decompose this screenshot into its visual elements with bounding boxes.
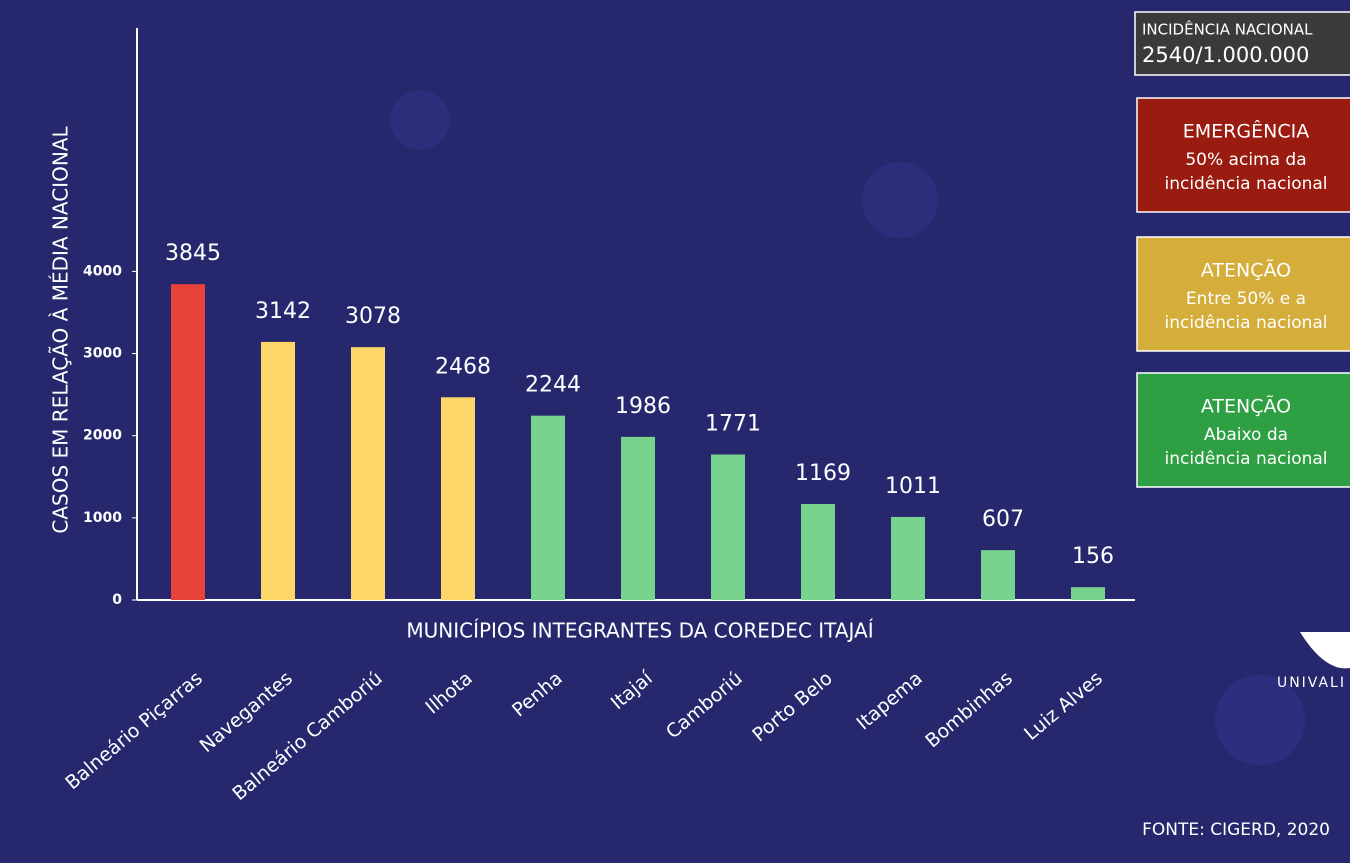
bar: [261, 341, 295, 600]
y-tick-label: 2000: [83, 428, 122, 444]
value-label: 607: [982, 507, 1024, 532]
value-label: 3078: [345, 304, 401, 329]
x-axis-title: MUNICÍPIOS INTEGRANTES DA COREDEC ITAJAÍ: [406, 619, 873, 643]
legend-text: incidência nacional: [1164, 174, 1327, 194]
logo-text: UNIVALI: [1277, 675, 1346, 691]
legend-text: incidência nacional: [1164, 449, 1327, 469]
value-label: 2468: [435, 354, 491, 379]
legend-title: ATENÇÃO: [1201, 259, 1291, 282]
info-value: 2540/1.000.000: [1142, 43, 1309, 67]
y-tick-label: 3000: [83, 346, 122, 362]
bar: [711, 454, 745, 600]
bar: [621, 436, 655, 600]
bar: [981, 550, 1015, 600]
value-label: 156: [1072, 544, 1114, 569]
legend-box: [1136, 236, 1350, 352]
info-label: INCIDÊNCIA NACIONAL: [1142, 20, 1313, 39]
y-axis-title: CASOS EM RELAÇÃO À MÉDIA NACIONAL: [49, 126, 73, 534]
y-tick-label: 4000: [83, 263, 122, 279]
y-tick-label: 1000: [83, 510, 122, 526]
value-label: 3142: [255, 299, 311, 324]
legend-text: incidência nacional: [1164, 313, 1327, 333]
logo: UNIVALI: [1277, 632, 1350, 691]
logo-mark: [1300, 632, 1350, 669]
legend-box: [1136, 97, 1350, 213]
decor: [1215, 675, 1305, 765]
info-box: [1134, 11, 1350, 76]
legend-text: Entre 50% e a: [1186, 289, 1306, 309]
bar: [531, 415, 565, 600]
bar: [891, 516, 925, 600]
bar: [351, 347, 385, 600]
value-label: 1771: [705, 412, 761, 437]
bar: [171, 284, 205, 600]
value-label: 1986: [615, 394, 671, 419]
decor: [862, 162, 938, 238]
legend-text: 50% acima da: [1185, 150, 1306, 170]
value-label: 2244: [525, 373, 581, 398]
value-label: 3845: [165, 241, 221, 266]
value-label: 1011: [885, 474, 941, 499]
value-label: 1169: [795, 461, 851, 486]
legend-title: ATENÇÃO: [1201, 395, 1291, 418]
decor: [390, 90, 450, 150]
legend-title: EMERGÊNCIA: [1183, 120, 1309, 143]
legend-box: [1136, 372, 1350, 488]
bar: [1071, 587, 1105, 600]
source: FONTE: CIGERD, 2020: [1142, 820, 1330, 840]
bar: [441, 397, 475, 600]
bar: [801, 503, 835, 600]
legend-text: Abaixo da: [1204, 425, 1288, 445]
y-tick-label: 0: [112, 592, 122, 608]
